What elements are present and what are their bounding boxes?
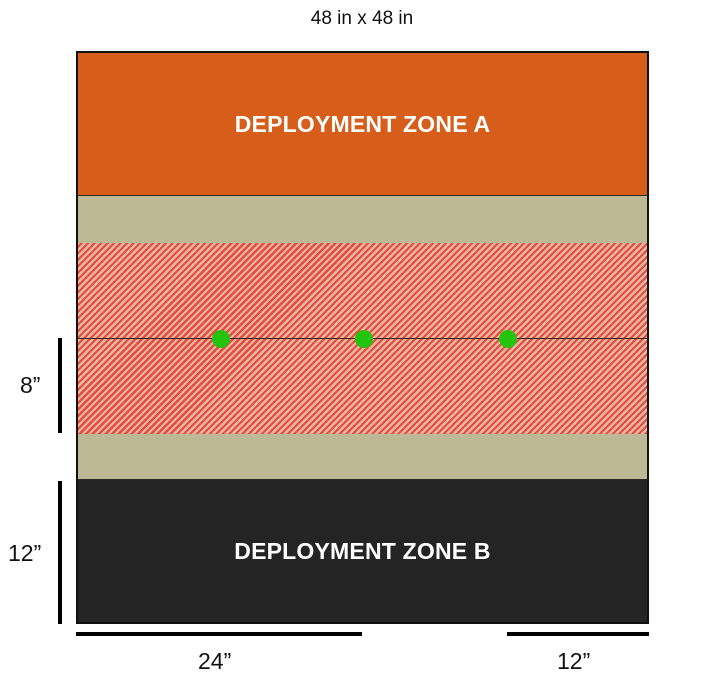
deployment-zone-a-label: DEPLOYMENT ZONE A — [234, 110, 491, 137]
measure-label-left-upper: 8” — [20, 372, 41, 398]
board-title: 48 in x 48 in — [310, 8, 414, 29]
measure-label-bottom-right: 12” — [557, 648, 591, 674]
measure-label-left-lower: 12” — [8, 540, 42, 566]
measure-bar-left-upper — [58, 338, 62, 433]
objective-marker-left — [212, 330, 230, 348]
objective-marker-right — [499, 330, 517, 348]
game-board: DEPLOYMENT ZONE A DEPLOYMENT ZONE B — [76, 51, 649, 624]
deployment-zone-b-label: DEPLOYMENT ZONE B — [234, 537, 491, 564]
deployment-zone-a: DEPLOYMENT ZONE A — [78, 53, 647, 196]
objective-marker-center — [355, 330, 373, 348]
measure-bar-bottom-left — [76, 632, 362, 636]
measure-bar-left-lower — [58, 481, 62, 624]
measure-label-bottom-left: 24” — [198, 648, 232, 674]
measure-bar-bottom-right — [507, 632, 649, 636]
deployment-zone-b: DEPLOYMENT ZONE B — [78, 479, 647, 622]
